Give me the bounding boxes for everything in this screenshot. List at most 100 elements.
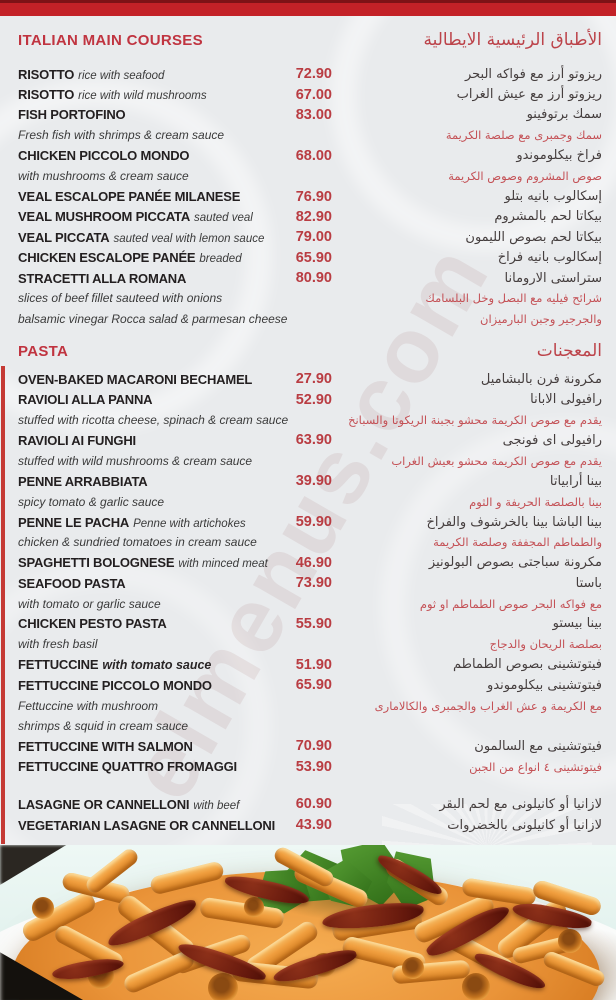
item-name: STRACETTI ALLA ROMANA (18, 271, 268, 286)
menu-item-row: FISH PORTOFINO 83.00 سمك برتوفينو (18, 105, 602, 125)
penne-hole (208, 973, 238, 1000)
item-price: 76.90 (295, 188, 332, 205)
menu-item-row: FETTUCCINE PICCOLO MONDO 65.90 فيتوتشينى ب… (18, 675, 602, 695)
item-name: FISH PORTOFINO (18, 107, 268, 122)
section-title-en: PASTA (18, 343, 69, 361)
item-name-arabic: فراخ بيكلوموندو (516, 148, 602, 164)
item-name-text: FETTUCCINE WITH SALMON (18, 738, 193, 754)
item-inline-desc: rice with seafood (78, 69, 165, 82)
item-name-arabic: فيتوتشينى مع السالمون (474, 738, 602, 754)
menu-item-row: VEAL PICCATA sauted veal with lemon sauce… (18, 227, 602, 247)
section-rows: RISOTTO rice with seafood 72.90 ريزوتو أرز … (18, 64, 602, 329)
item-name-text: CHICKEN PESTO PASTA (18, 616, 167, 632)
item-name: SEAFOOD PASTA (18, 576, 268, 591)
item-name-text: VEAL PICCATA (18, 229, 110, 245)
section-header: ITALIAN MAIN COURSES الأطباق الرئيسية الا… (18, 30, 602, 56)
item-name-text: VEAL MUSHROOM PICCATA (18, 209, 191, 225)
item-name-text: VEGETARIAN LASAGNE OR CANNELLONI (18, 817, 275, 833)
left-page-edge (1, 366, 5, 844)
item-name-arabic: لازانيا أو كانيلونى بالخضروات (447, 817, 602, 833)
item-name: VEAL ESCALOPE PANÉE MILANESE (18, 189, 268, 204)
item-desc-arabic: والجرجير وجبن البارميزان (480, 311, 602, 326)
menu-item-row: SPAGHETTI BOLOGNESE with minced meat 46.90… (18, 553, 602, 573)
item-desc-arabic: والطماطم المجففة وصلصة الكريمة (433, 535, 602, 550)
item-name: PENNE ARRABBIATA (18, 474, 268, 489)
item-name: FETTUCCINE PICCOLO MONDO (18, 678, 268, 693)
item-name-text: RISOTTO (18, 66, 75, 82)
menu-item-row: PENNE LE PACHA Penne with artichokes 59.90… (18, 512, 602, 532)
section-header: PASTA المعجنات (18, 341, 602, 369)
item-price: 72.90 (295, 66, 332, 83)
item-desc: with mushrooms & cream sauce (18, 169, 189, 184)
item-inline-desc: rice with wild mushrooms (78, 90, 207, 103)
item-name: CHICKEN PICCOLO MONDO (18, 148, 268, 163)
menu-desc-row: slices of beef fillet sauteed with onion… (18, 288, 602, 308)
item-name-arabic: رافيولى اى فونجى (502, 432, 602, 448)
item-name: LASAGNE OR CANNELLONI with beef (18, 797, 268, 812)
item-desc-arabic: صوص المشروم وصوص الكريمة (448, 169, 602, 184)
section-rows: OVEN-BAKED MACARONI BECHAMEL 27.90 مكرونة … (18, 369, 602, 836)
menu-item-row: CHICKEN PICCOLO MONDO 68.00 فراخ بيكلوموند… (18, 146, 602, 166)
item-price: 65.90 (295, 249, 332, 266)
menu-desc-row: stuffed with ricotta cheese, spinach & c… (18, 410, 602, 430)
item-name-text: CHICKEN PICCOLO MONDO (18, 148, 190, 164)
item-inline-desc: sauted veal with lemon sauce (113, 232, 265, 245)
item-price: 43.90 (295, 817, 332, 834)
item-desc-arabic: شرائح فيليه مع البصل وخل البلسامك (425, 291, 602, 306)
item-desc: chicken & sundried tomatoes in cream sau… (18, 535, 257, 550)
item-price: 79.00 (295, 229, 332, 246)
item-price: 60.90 (295, 796, 332, 813)
item-price: 65.90 (295, 677, 332, 694)
item-name: SPAGHETTI BOLOGNESE with minced meat (18, 555, 268, 570)
menu-item-row: VEGETARIAN LASAGNE OR CANNELLONI 43.90 لاز… (18, 815, 602, 836)
item-name-text: FETTUCCINE PICCOLO MONDO (18, 677, 212, 693)
menu-desc-row: Fresh fish with shrimps & cream sauce سمك… (18, 125, 602, 145)
pasta-photo (0, 845, 616, 1000)
penne-hole (402, 957, 424, 979)
item-price: 70.90 (295, 738, 332, 755)
menu-item-row: VEAL ESCALOPE PANÉE MILANESE 76.90 إسكالوب… (18, 186, 602, 206)
item-desc-arabic: مع فواكه البحر صوص الطماطم او ثوم (419, 596, 602, 611)
item-price: 82.90 (295, 208, 332, 225)
item-name-text: RISOTTO (18, 87, 75, 103)
item-name-text: FISH PORTOFINO (18, 107, 126, 123)
item-inline-desc: breaded (199, 253, 242, 266)
item-price: 46.90 (295, 554, 332, 571)
item-name: PENNE LE PACHA Penne with artichokes (18, 515, 268, 530)
item-name-arabic: فيتوتشينى بصوص الطماطم (453, 657, 602, 673)
menu-item-row: PENNE ARRABBIATA 39.90 بينا أرابياتا (18, 471, 602, 491)
item-name-text: PENNE ARRABBIATA (18, 473, 148, 489)
menu-item-row: FETTUCCINE WITH SALMON 70.90 فيتوتشينى مع … (18, 736, 602, 756)
item-name-arabic: إسكالوب بانيه بتلو (504, 189, 602, 205)
penne-hole (32, 897, 54, 919)
item-name: VEAL MUSHROOM PICCATA sauted veal (18, 209, 268, 224)
item-name-text: LASAGNE OR CANNELLONI (18, 796, 190, 812)
menu-item-row: LASAGNE OR CANNELLONI with beef 60.90 لازان… (18, 794, 602, 815)
menu-desc-row: with tomato or garlic sauce مع فواكه البح… (18, 593, 602, 613)
menu-item-row: FETTUCCINE with tomato sauce 51.90 فيتوتشين… (18, 655, 602, 675)
item-desc: Fettuccine with mushroom (18, 698, 159, 713)
item-name: VEGETARIAN LASAGNE OR CANNELLONI (18, 818, 275, 833)
item-name-arabic: مكرونة سباجتى بصوص البولونيز (428, 555, 602, 571)
item-name-arabic: ريزوتو أرز مع فواكه البحر (464, 66, 602, 82)
menu-desc-row: balsamic vinegar Rocca salad & parmesan … (18, 309, 602, 329)
item-name: RISOTTO rice with seafood (18, 67, 268, 82)
item-desc-arabic: بينا بالصلصة الحريفة و الثوم (469, 494, 602, 509)
item-name-arabic: بيكاتا لحم بالمشروم (494, 209, 602, 225)
item-inline-desc: with minced meat (178, 558, 268, 571)
item-desc: balsamic vinegar Rocca salad & parmesan … (18, 311, 288, 326)
item-inline-desc: with tomato sauce (102, 658, 212, 673)
item-name: CHICKEN ESCALOPE PANÉE breaded (18, 250, 268, 265)
menu-content: ITALIAN MAIN COURSES الأطباق الرئيسية الا… (18, 30, 602, 836)
item-name-arabic: باستا (575, 575, 602, 591)
item-inline-desc: with beef (193, 799, 240, 812)
item-name-text: RAVIOLI ALLA PANNA (18, 392, 153, 408)
item-price: 52.90 (295, 391, 332, 408)
penne-hole (244, 897, 264, 917)
item-inline-desc: Penne with artichokes (133, 517, 246, 530)
item-name-text: FETTUCCINE (18, 657, 99, 673)
item-desc: stuffed with ricotta cheese, spinach & c… (18, 413, 289, 428)
starburst-decoration (382, 804, 592, 848)
item-desc-arabic: بصلصة الريحان والدجاج (489, 637, 602, 652)
